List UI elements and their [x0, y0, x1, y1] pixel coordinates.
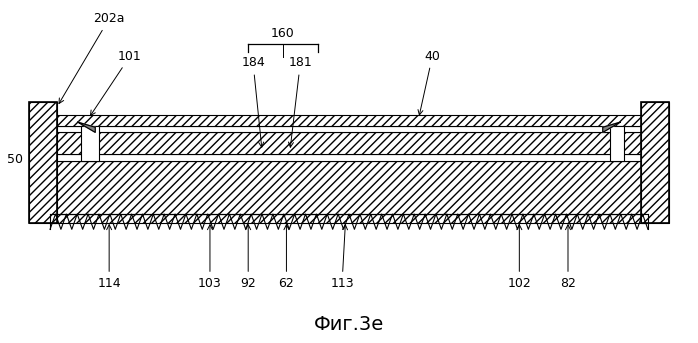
Text: 40: 40 [418, 50, 440, 115]
Bar [50, 214, 648, 223]
Text: 102: 102 [507, 225, 531, 290]
Text: 114: 114 [97, 225, 121, 290]
Text: 50: 50 [7, 153, 23, 166]
Polygon shape [603, 122, 620, 132]
Bar [50, 154, 648, 161]
Bar [50, 126, 648, 132]
Bar [82, 126, 98, 161]
Polygon shape [78, 122, 95, 132]
Text: 113: 113 [330, 225, 354, 290]
Text: 202a: 202a [59, 12, 125, 104]
Bar [29, 102, 57, 223]
Text: 62: 62 [279, 225, 295, 290]
Text: 92: 92 [240, 225, 256, 290]
Bar [29, 102, 57, 223]
Bar [50, 132, 648, 154]
Text: 103: 103 [198, 225, 222, 290]
Text: 101: 101 [91, 50, 142, 116]
Text: 184: 184 [242, 57, 265, 147]
Text: 160: 160 [271, 27, 295, 40]
Bar [641, 102, 669, 223]
Bar [50, 161, 648, 214]
Bar [610, 126, 623, 161]
Bar [641, 102, 669, 223]
Text: 181: 181 [288, 57, 312, 147]
Text: 82: 82 [560, 225, 576, 290]
Text: Фиг.3е: Фиг.3е [314, 315, 384, 334]
Bar [50, 115, 648, 126]
